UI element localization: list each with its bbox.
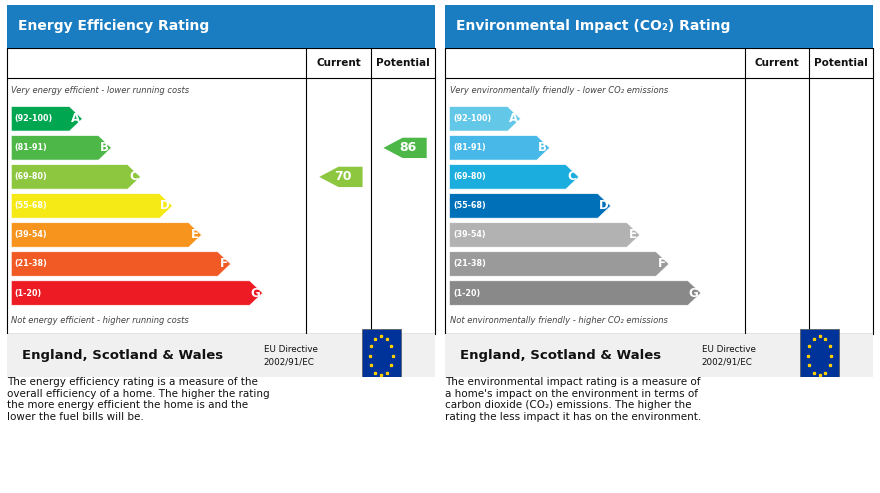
- Text: Very environmentally friendly - lower CO₂ emissions: Very environmentally friendly - lower CO…: [450, 86, 668, 96]
- Text: (69-80): (69-80): [453, 173, 486, 181]
- Text: Potential: Potential: [814, 58, 868, 68]
- Text: (92-100): (92-100): [15, 114, 53, 123]
- Text: EU Directive
2002/91/EC: EU Directive 2002/91/EC: [702, 345, 756, 366]
- Polygon shape: [384, 138, 427, 158]
- Text: A: A: [70, 112, 80, 125]
- Text: D: D: [598, 200, 608, 212]
- Text: E: E: [191, 228, 199, 242]
- Text: Potential: Potential: [376, 58, 429, 68]
- Text: Energy Efficiency Rating: Energy Efficiency Rating: [18, 19, 209, 34]
- Text: C: C: [568, 171, 576, 183]
- Text: C: C: [129, 171, 138, 183]
- Polygon shape: [11, 223, 202, 247]
- Polygon shape: [11, 252, 231, 276]
- Polygon shape: [450, 165, 579, 189]
- Bar: [7, 5, 435, 48]
- Text: (21-38): (21-38): [15, 259, 48, 269]
- Polygon shape: [319, 167, 363, 187]
- Text: B: B: [538, 141, 547, 154]
- Bar: [362, 329, 400, 383]
- Polygon shape: [11, 194, 172, 218]
- Text: (55-68): (55-68): [453, 202, 486, 211]
- Text: (81-91): (81-91): [453, 143, 486, 152]
- Text: F: F: [220, 257, 228, 271]
- Polygon shape: [11, 136, 112, 160]
- Text: England, Scotland & Wales: England, Scotland & Wales: [460, 349, 662, 362]
- Polygon shape: [450, 252, 669, 276]
- Bar: [445, 334, 873, 377]
- Text: The energy efficiency rating is a measure of the
overall efficiency of a home. T: The energy efficiency rating is a measur…: [7, 377, 269, 422]
- Text: Very energy efficient - lower running costs: Very energy efficient - lower running co…: [11, 86, 189, 96]
- Text: (55-68): (55-68): [15, 202, 48, 211]
- Bar: [800, 329, 839, 383]
- Text: (21-38): (21-38): [453, 259, 486, 269]
- Text: D: D: [160, 200, 170, 212]
- Text: Environmental Impact (CO₂) Rating: Environmental Impact (CO₂) Rating: [456, 19, 730, 34]
- Text: F: F: [658, 257, 666, 271]
- Bar: [445, 5, 873, 48]
- Text: (69-80): (69-80): [15, 173, 48, 181]
- Text: 70: 70: [334, 171, 352, 183]
- Text: Not energy efficient - higher running costs: Not energy efficient - higher running co…: [11, 317, 189, 325]
- Polygon shape: [11, 165, 141, 189]
- Text: 86: 86: [399, 141, 416, 154]
- Text: Current: Current: [754, 58, 799, 68]
- Text: (39-54): (39-54): [453, 230, 486, 240]
- Polygon shape: [11, 281, 262, 305]
- Text: EU Directive
2002/91/EC: EU Directive 2002/91/EC: [264, 345, 318, 366]
- Text: (39-54): (39-54): [15, 230, 48, 240]
- Polygon shape: [450, 223, 640, 247]
- Text: (81-91): (81-91): [15, 143, 48, 152]
- Polygon shape: [11, 106, 83, 131]
- Text: Not environmentally friendly - higher CO₂ emissions: Not environmentally friendly - higher CO…: [450, 317, 667, 325]
- Bar: [7, 334, 435, 377]
- Text: G: G: [688, 286, 699, 300]
- Polygon shape: [450, 106, 521, 131]
- Text: B: B: [99, 141, 109, 154]
- Polygon shape: [450, 281, 700, 305]
- Text: Current: Current: [316, 58, 361, 68]
- Text: The environmental impact rating is a measure of
a home's impact on the environme: The environmental impact rating is a mea…: [445, 377, 701, 422]
- Text: (1-20): (1-20): [453, 288, 480, 297]
- Polygon shape: [450, 136, 550, 160]
- Text: A: A: [509, 112, 518, 125]
- Polygon shape: [450, 194, 611, 218]
- Text: G: G: [250, 286, 260, 300]
- Text: (1-20): (1-20): [15, 288, 42, 297]
- Text: (92-100): (92-100): [453, 114, 491, 123]
- Text: E: E: [629, 228, 637, 242]
- Text: England, Scotland & Wales: England, Scotland & Wales: [22, 349, 224, 362]
